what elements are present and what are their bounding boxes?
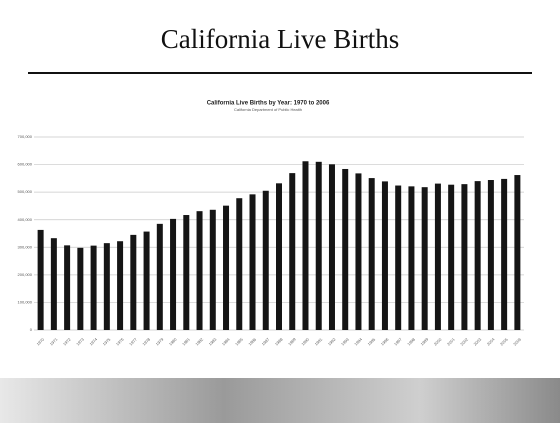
bar <box>50 238 57 330</box>
y-tick-label: 300,000 <box>18 244 33 249</box>
bar <box>64 245 71 330</box>
bar <box>236 198 243 330</box>
x-tick-label: 1995 <box>366 336 376 346</box>
footer-band <box>0 378 560 423</box>
bar <box>117 241 124 330</box>
bar <box>276 183 282 330</box>
x-tick-label: 1990 <box>300 336 310 346</box>
bar <box>342 168 349 330</box>
x-tick-label: 2001 <box>446 336 456 346</box>
bar <box>90 245 97 330</box>
bar <box>514 175 521 330</box>
x-tick-label: 1979 <box>155 336 165 346</box>
x-tick-label: 1999 <box>419 336 429 346</box>
bar <box>37 229 44 330</box>
bar <box>262 190 269 330</box>
bar <box>170 218 177 330</box>
bar <box>143 231 150 330</box>
bar <box>421 187 428 330</box>
bar <box>328 164 335 330</box>
x-tick-label: 1997 <box>393 336 403 346</box>
x-tick-label: 1981 <box>181 336 191 346</box>
chart-subtitle: California Department of Public Health <box>234 107 302 112</box>
bar <box>315 161 322 330</box>
bar <box>302 161 309 330</box>
x-tick-label: 1978 <box>141 336 151 346</box>
bar <box>474 181 481 330</box>
chart-title: California Live Births by Year: 1970 to … <box>207 101 330 107</box>
x-tick-label: 1989 <box>287 336 297 346</box>
bar <box>249 194 256 330</box>
x-tick-label: 1975 <box>102 336 112 346</box>
bar <box>130 234 137 330</box>
x-tick-label: 1986 <box>247 336 257 346</box>
x-tick-label: 1991 <box>314 336 324 346</box>
x-tick-label: 2000 <box>433 336 443 346</box>
x-tick-label: 1977 <box>128 336 138 346</box>
x-tick-label: 1993 <box>340 336 350 346</box>
x-tick-label: 1980 <box>168 336 178 346</box>
x-tick-label: 2004 <box>486 336 496 346</box>
x-tick-label: 1974 <box>88 336 98 346</box>
x-tick-label: 1973 <box>75 336 85 346</box>
bar <box>103 243 110 330</box>
x-tick-label: 1985 <box>234 336 244 346</box>
x-tick-label: 1992 <box>327 336 337 346</box>
bar <box>381 181 388 330</box>
bar <box>368 178 375 330</box>
y-tick-label: 400,000 <box>18 217 33 222</box>
bar <box>461 184 468 330</box>
x-tick-label: 2005 <box>499 336 509 346</box>
x-tick-label: 1972 <box>62 336 72 346</box>
bar <box>196 211 203 330</box>
bar <box>183 215 190 330</box>
x-tick-label: 2003 <box>472 336 482 346</box>
x-tick-label: 1982 <box>194 336 204 346</box>
bar <box>395 185 402 330</box>
bar <box>77 247 84 330</box>
x-tick-label: 1971 <box>49 336 59 346</box>
y-tick-label: 0 <box>30 327 33 332</box>
y-tick-label: 700,000 <box>18 134 33 139</box>
bar <box>223 205 230 330</box>
x-tick-label: 1996 <box>380 336 390 346</box>
bar <box>209 209 216 330</box>
bar <box>448 184 455 330</box>
x-tick-label: 1970 <box>35 336 45 346</box>
y-tick-label: 100,000 <box>18 299 33 304</box>
x-tick-label: 1988 <box>274 336 284 346</box>
bar <box>434 183 441 330</box>
bar <box>289 173 296 330</box>
x-tick-label: 1984 <box>221 336 231 346</box>
x-tick-label: 1987 <box>261 336 271 346</box>
slide-title: California Live Births <box>161 24 399 54</box>
bar <box>501 178 508 330</box>
x-tick-label: 2002 <box>459 336 469 346</box>
x-tick-label: 1994 <box>353 336 363 346</box>
x-tick-label: 1983 <box>208 336 218 346</box>
bar <box>408 186 415 330</box>
x-tick-label: 1976 <box>115 336 125 346</box>
y-tick-label: 500,000 <box>18 189 33 194</box>
y-tick-label: 600,000 <box>18 162 33 167</box>
bar <box>156 223 163 330</box>
x-tick-label: 2006 <box>512 336 522 346</box>
bar <box>355 173 362 330</box>
x-tick-label: 1998 <box>406 336 416 346</box>
bar <box>487 180 494 330</box>
y-tick-label: 200,000 <box>18 272 33 277</box>
